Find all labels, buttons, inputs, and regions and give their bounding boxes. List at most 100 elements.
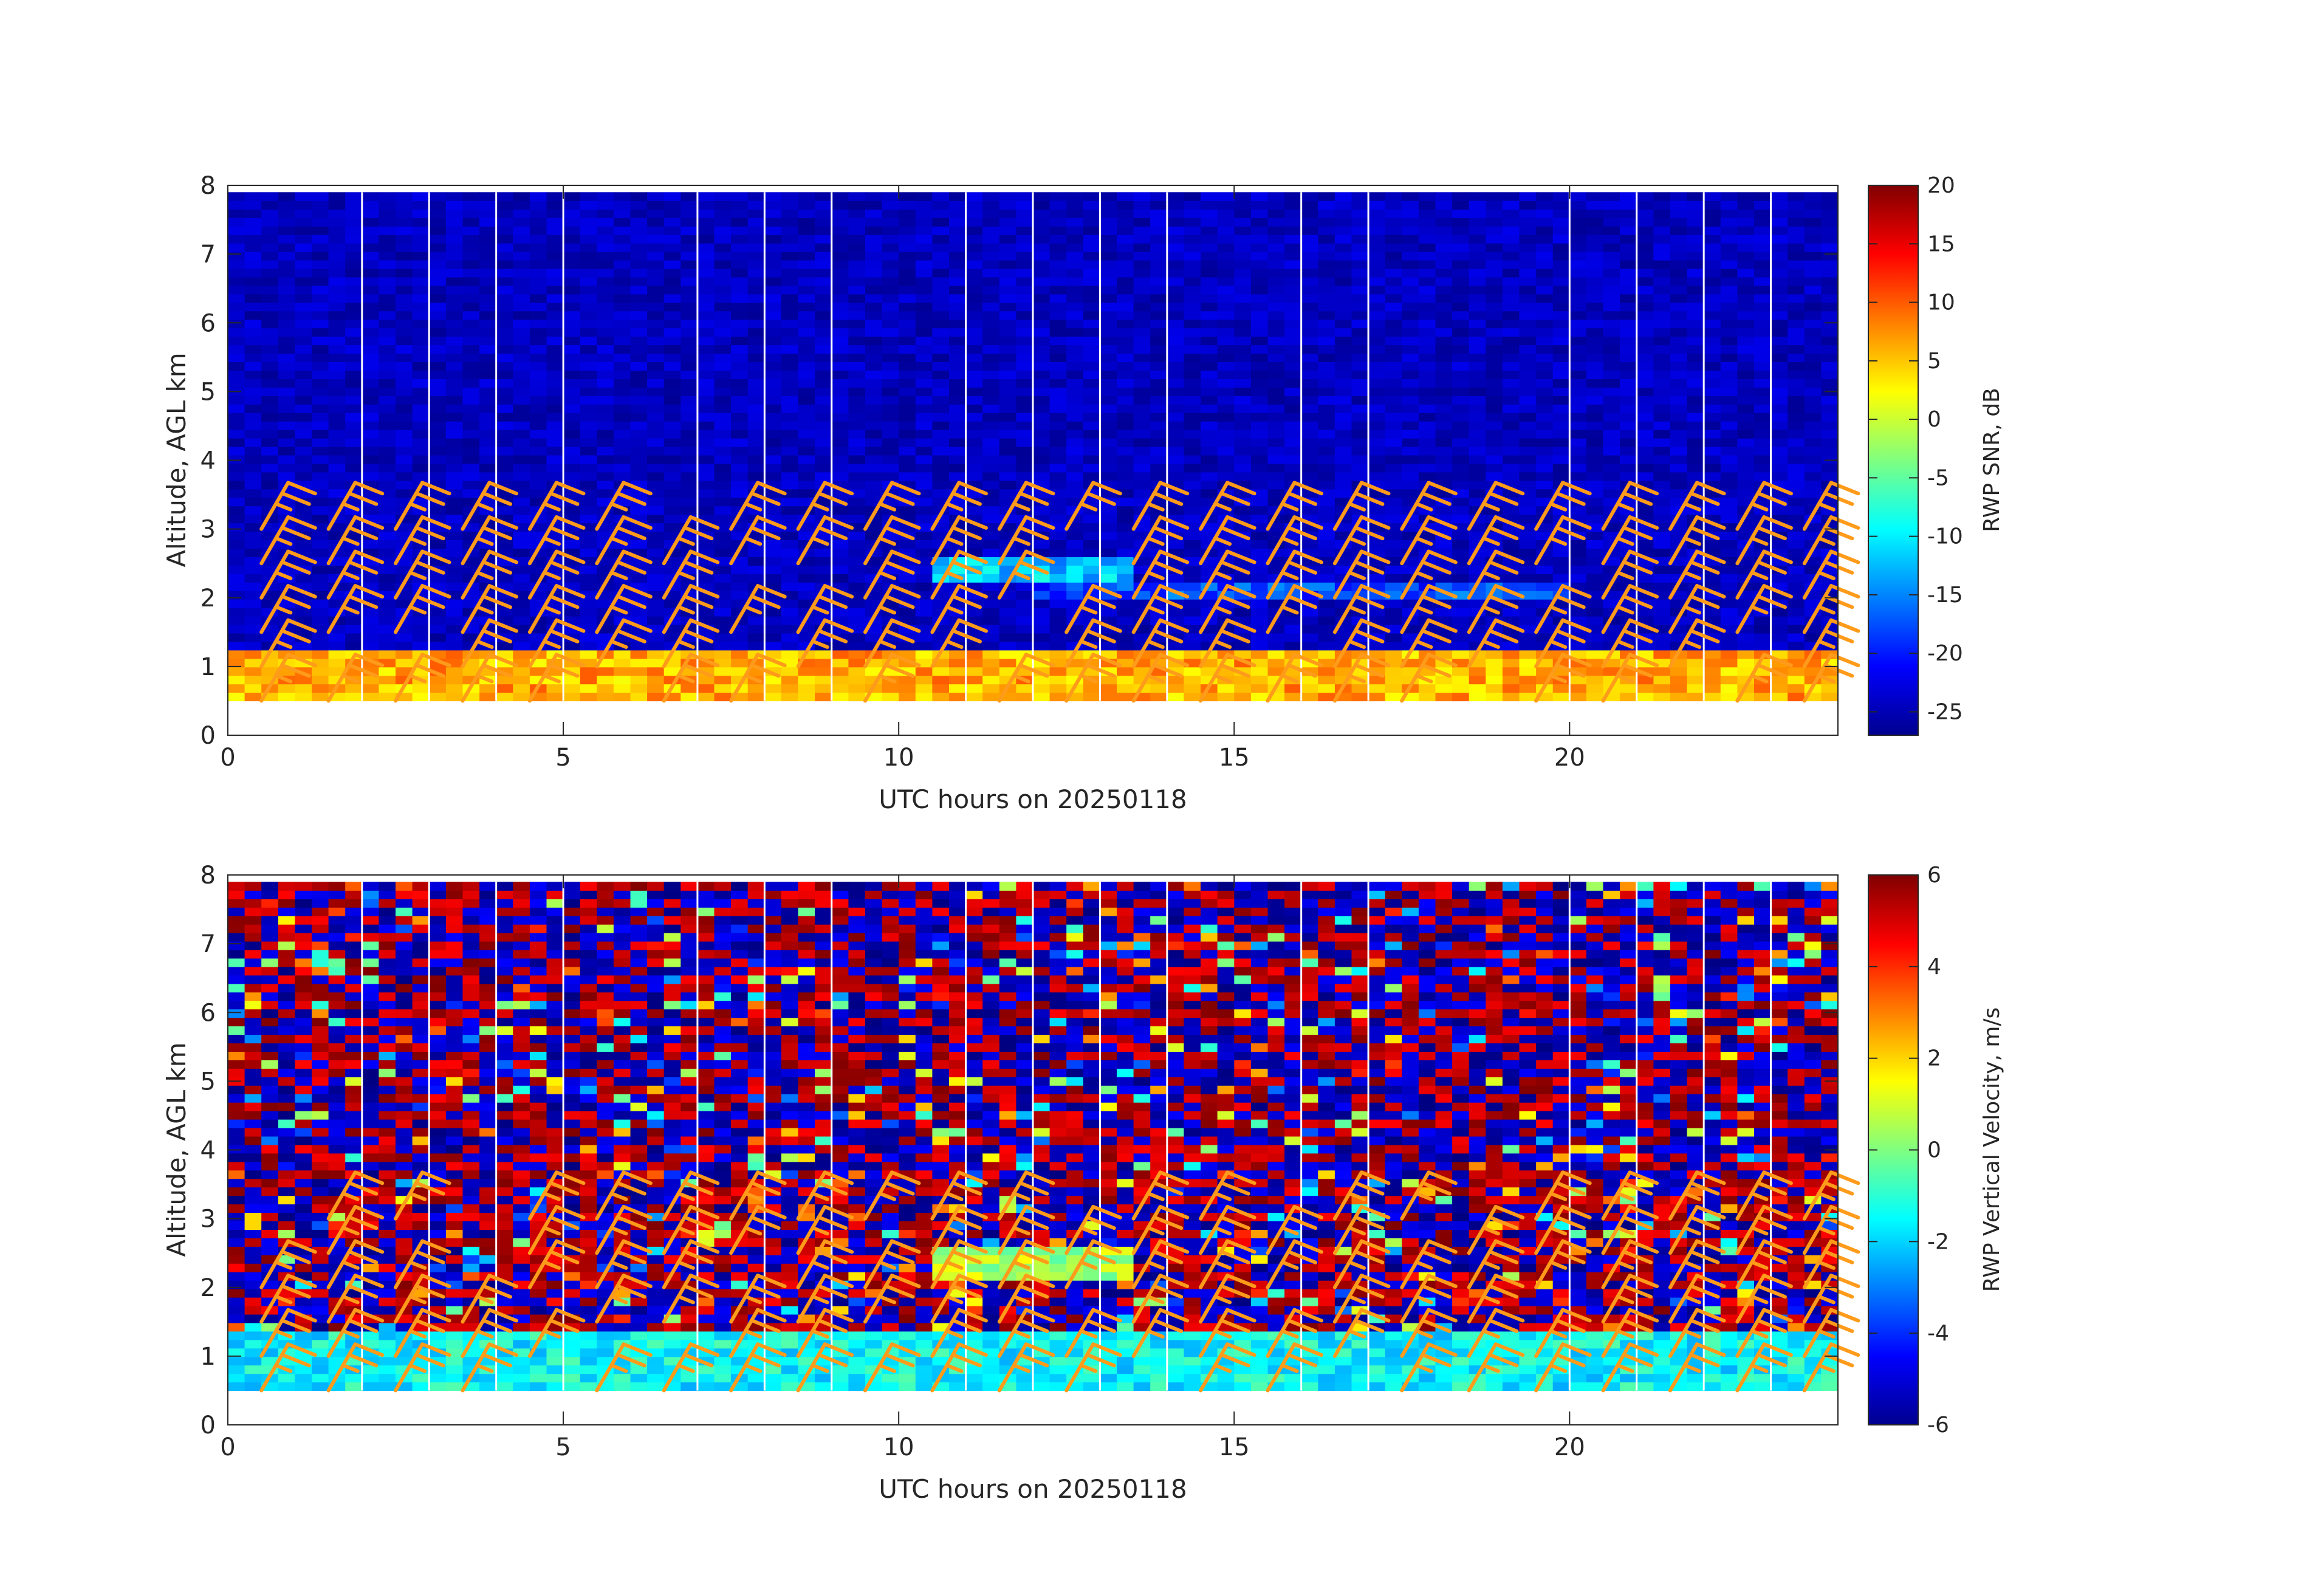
heatmap-cell [295,692,312,702]
heatmap-cell [563,472,581,481]
heatmap-cell [1049,472,1067,481]
heatmap-cell [1452,531,1470,540]
heatmap-cell [1184,285,1201,295]
heatmap-cell [630,268,648,278]
heatmap-cell [1586,209,1604,218]
heatmap-cell [312,319,329,329]
heatmap-cell [999,310,1016,320]
heatmap-cell [1167,218,1184,227]
heatmap-cell [731,218,749,227]
heatmap-cell [848,336,866,346]
heatmap-cell [462,302,480,312]
heatmap-cell [915,574,933,583]
heatmap-cell [328,379,346,388]
heatmap-cell [1301,345,1318,354]
heatmap-cell [1351,285,1369,295]
heatmap-cell [228,353,245,362]
heatmap-cell [362,454,379,464]
heatmap-cell [546,362,564,371]
heatmap-cell [312,463,329,473]
heatmap-cell [1150,472,1168,481]
heatmap-cell [764,302,782,312]
heatmap-cell [731,362,749,371]
heatmap-cell [1100,226,1117,235]
heatmap-cell [1502,209,1520,218]
heatmap-cell [462,489,480,498]
heatmap-cell [1100,235,1117,244]
heatmap-cell [831,276,849,286]
heatmap-cell [1201,259,1218,269]
heatmap-cell [513,268,530,278]
heatmap-cell [1016,387,1033,396]
heatmap-cell [244,633,262,642]
heatmap-cell [1418,192,1436,201]
heatmap-cell [1418,285,1436,295]
heatmap-cell [764,616,782,625]
heatmap-cell [295,293,312,303]
heatmap-cell [1569,302,1587,312]
heatmap-cell [630,650,648,659]
heatmap-cell [781,531,799,540]
heatmap-cell [882,463,899,473]
heatmap-cell [295,454,312,464]
heatmap-cell [1301,379,1318,388]
heatmap-cell [1184,235,1201,244]
heatmap-cell [295,641,312,651]
heatmap-cell [798,582,815,591]
heatmap-cell [1117,608,1134,617]
heatmap-cell [580,472,597,481]
heatmap-cell [1250,252,1269,261]
heatmap-cell [362,192,379,201]
heatmap-cell [345,463,363,473]
heatmap-cell [848,310,866,320]
heatmap-cell [1083,370,1100,379]
heatmap-cell [580,489,597,498]
heatmap-cell [513,684,530,693]
heatmap-cell [647,370,665,379]
heatmap-cell [1150,328,1168,337]
heatmap-cell [312,268,329,278]
heatmap-cell [1150,235,1168,244]
heatmap-cell [1100,362,1117,371]
heatmap-cell [882,421,899,430]
heatmap-cell [1552,557,1570,566]
heatmap-cell [764,413,782,422]
heatmap-cell [1066,540,1084,549]
heatmap-cell [999,192,1016,201]
heatmap-cell [1334,218,1352,227]
heatmap-cell [949,353,967,362]
heatmap-cell [747,557,765,566]
heatmap-cell [1486,285,1503,295]
heatmap-cell [932,480,950,490]
heatmap-cell [1100,370,1117,379]
heatmap-cell [1435,268,1453,278]
heatmap-cell [680,319,698,329]
heatmap-cell [1201,463,1218,473]
heatmap-cell [1301,201,1318,210]
heatmap-cell [1569,463,1587,473]
heatmap-cell [1234,362,1252,371]
heatmap-cell [680,387,698,396]
heatmap-cell [345,362,363,371]
heatmap-cell [1368,413,1386,422]
heatmap-cell [1385,454,1402,464]
heatmap-cell [496,446,513,456]
heatmap-cell [1368,472,1386,481]
heatmap-cell [1552,454,1570,464]
heatmap-cell [1250,548,1269,557]
heatmap-cell [1318,531,1335,540]
heatmap-cell [345,218,363,227]
heatmap-cell [731,633,749,642]
heatmap-cell [1334,421,1352,430]
heatmap-cell [1586,557,1604,566]
heatmap-cell [663,599,681,608]
heatmap-cell [1586,446,1604,456]
heatmap-cell [630,310,648,320]
heatmap-cell [1284,353,1302,362]
heatmap-cell [1234,446,1252,456]
heatmap-cell [781,302,799,312]
heatmap-cell [1117,650,1134,659]
heatmap-cell [747,396,765,405]
heatmap-cell [362,328,379,337]
heatmap-cell [496,540,513,549]
